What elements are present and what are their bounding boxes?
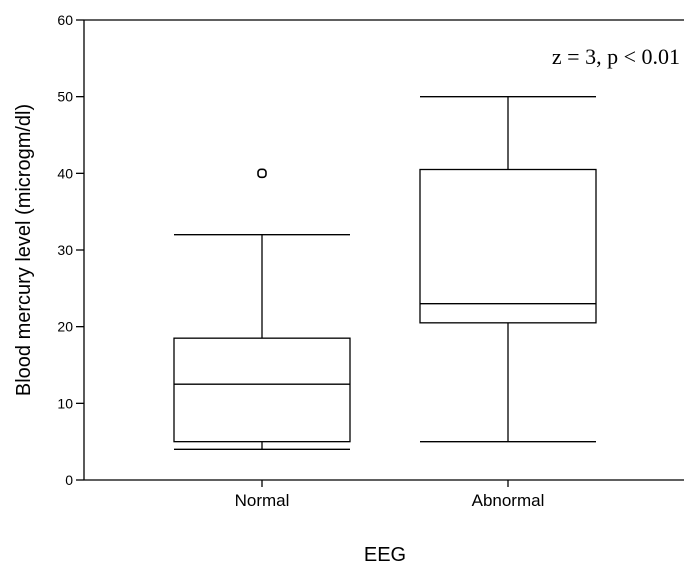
x-category-label: Abnormal xyxy=(472,491,545,510)
iqr-box xyxy=(173,337,351,443)
box-group xyxy=(173,168,351,450)
outlier-point xyxy=(257,168,267,179)
y-tick-label: 50 xyxy=(57,89,73,105)
box-series xyxy=(173,96,597,450)
y-tick-label: 0 xyxy=(65,472,73,488)
y-tick-label: 60 xyxy=(57,12,73,28)
y-tick-label: 10 xyxy=(57,395,73,411)
y-axis-ticks: 0 10 20 30 40 50 60 xyxy=(57,12,84,488)
y-tick-label: 40 xyxy=(57,165,73,181)
x-axis-title: EEG xyxy=(364,544,406,566)
statistical-annotation: z = 3, p < 0.01 xyxy=(552,44,680,69)
box-group xyxy=(419,96,597,443)
x-category-label: Normal xyxy=(235,491,290,510)
iqr-box xyxy=(419,168,597,324)
y-tick-label: 30 xyxy=(57,242,73,258)
x-axis-ticks: Normal Abnormal xyxy=(235,480,545,510)
y-axis-title: Blood mercury level (microgm/dl) xyxy=(13,104,35,396)
y-tick-label: 20 xyxy=(57,319,73,335)
